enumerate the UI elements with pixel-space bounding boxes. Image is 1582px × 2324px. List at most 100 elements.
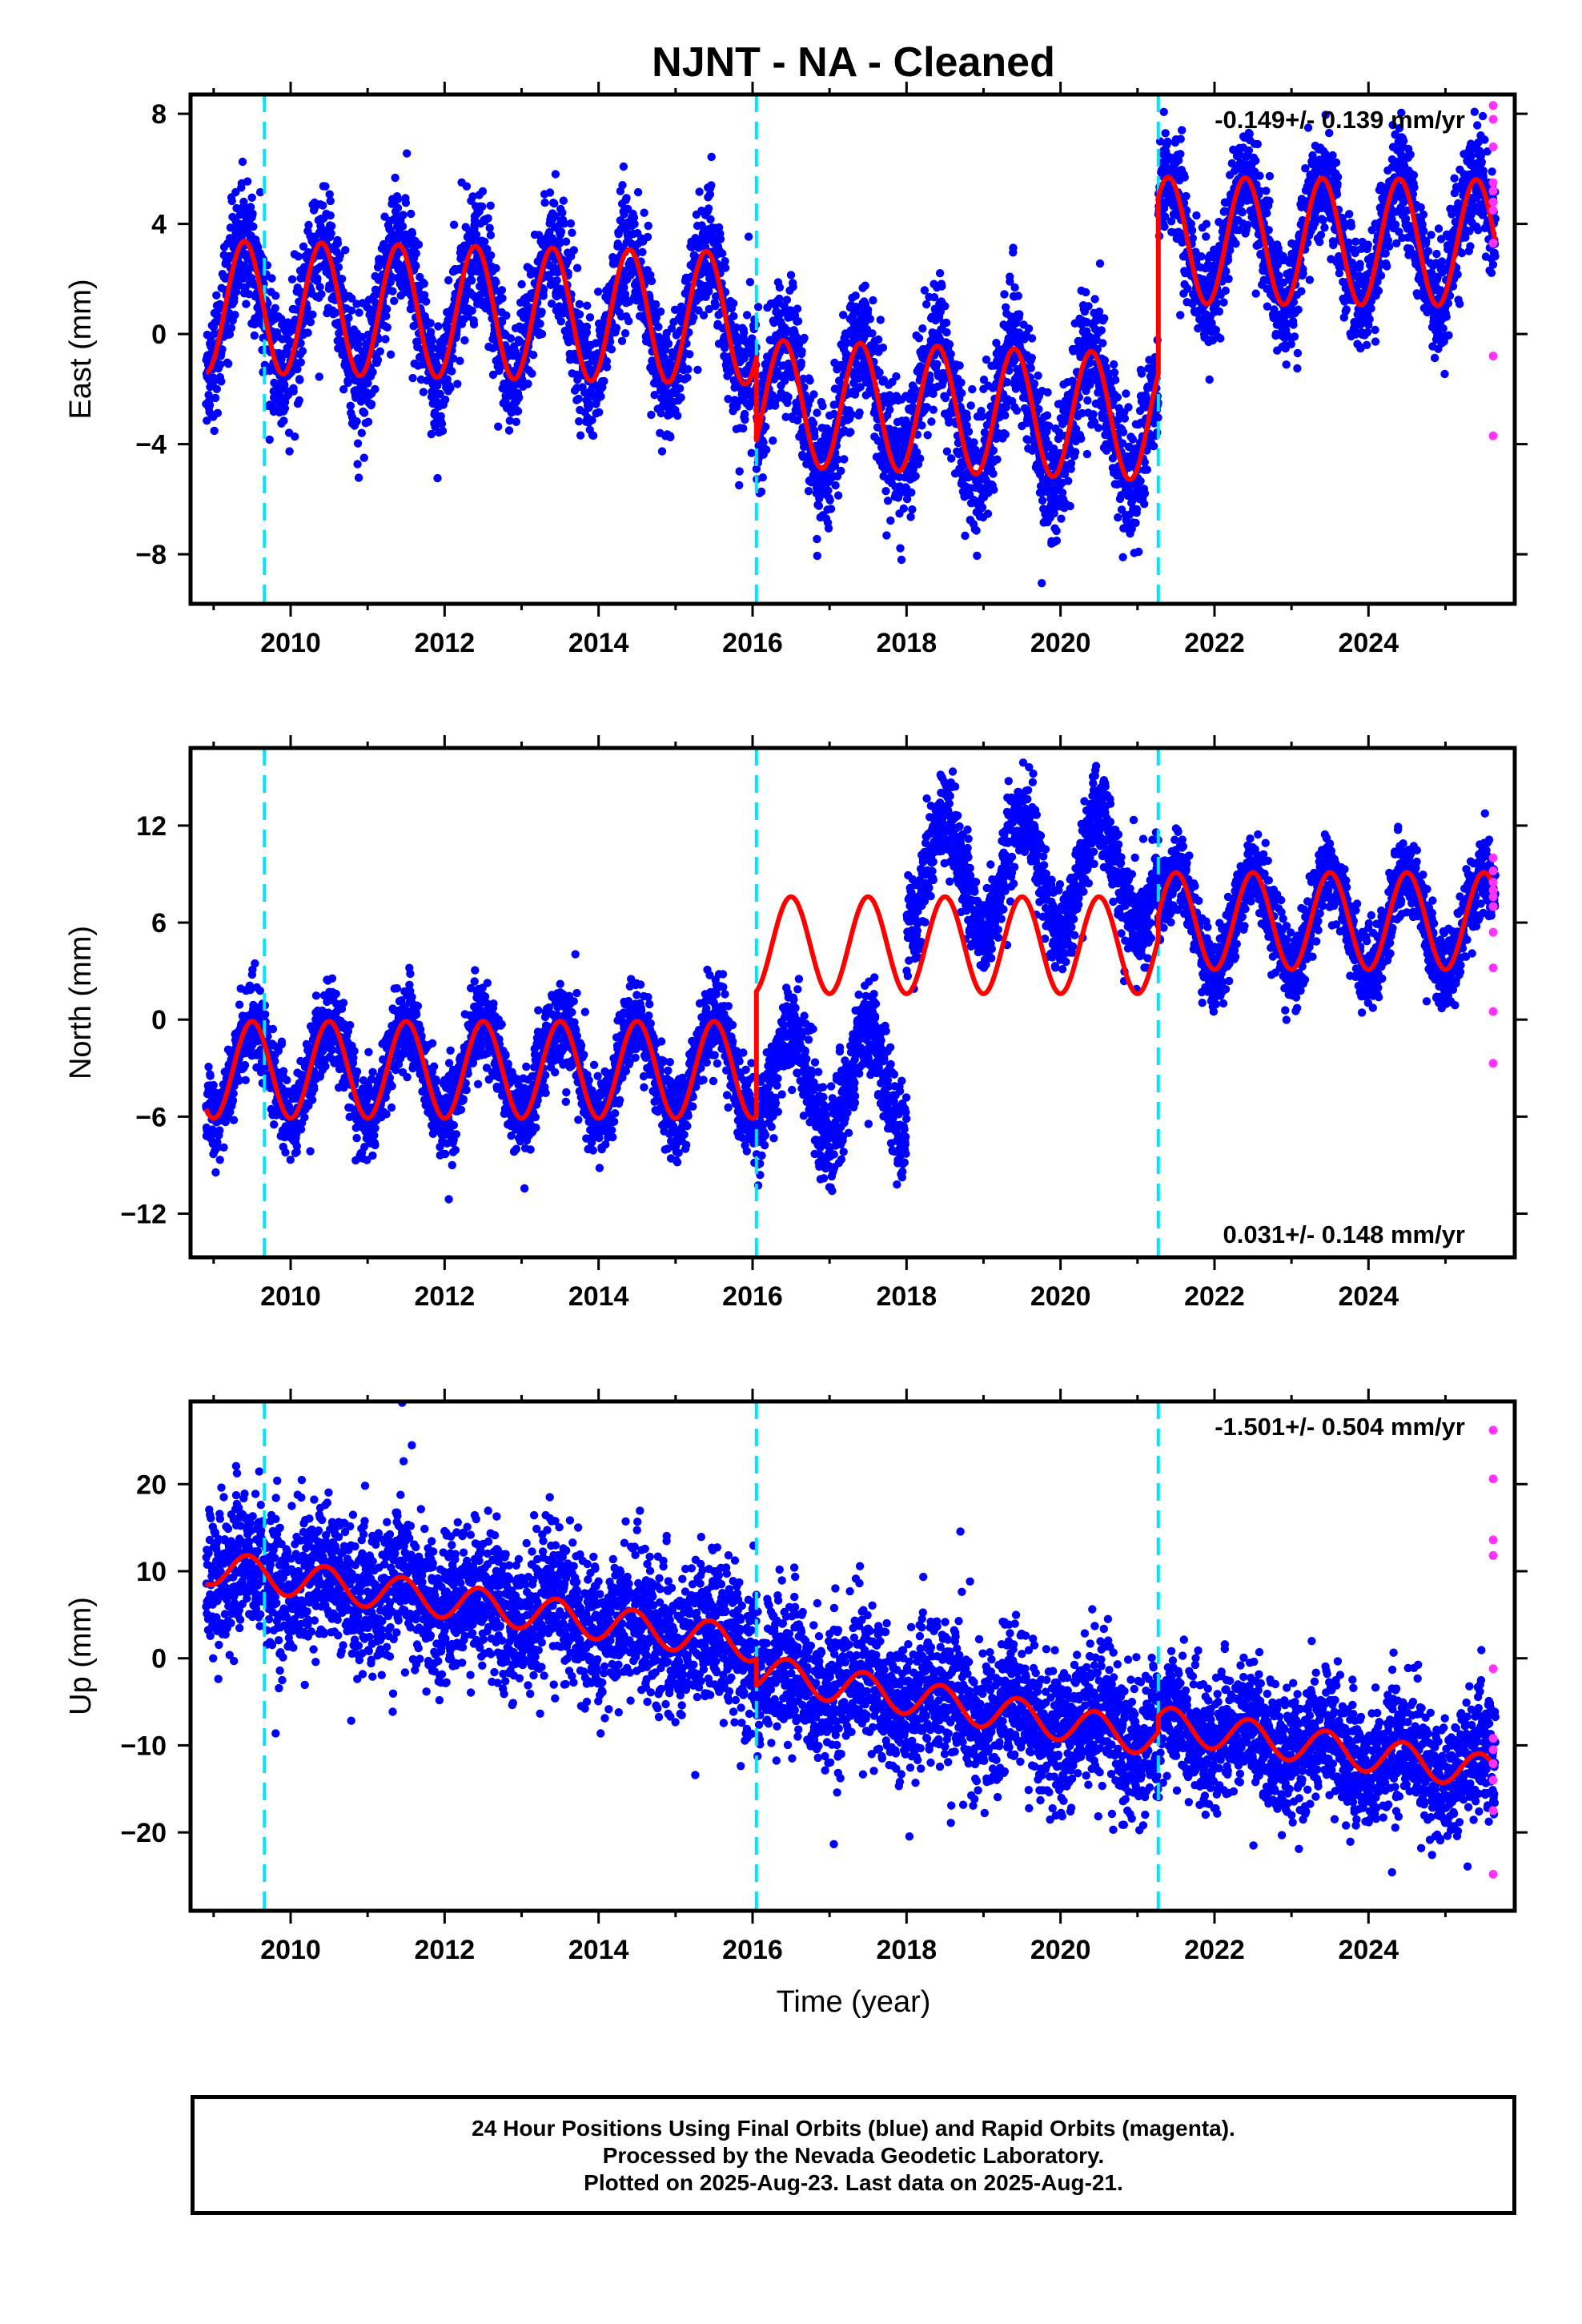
data-point: [296, 339, 305, 348]
data-point: [897, 555, 906, 565]
data-point: [319, 201, 327, 210]
data-point: [643, 232, 652, 242]
east-panel: 2010 2012 2014 2016 2018 2020 2022 2024−8−4048E…: [64, 0, 1528, 658]
data-point: [612, 324, 621, 332]
data-point: [498, 294, 507, 303]
data-point: [280, 404, 290, 413]
data-point: [711, 301, 720, 311]
data-point: [210, 426, 219, 436]
data-point: [617, 336, 627, 345]
data-point: [899, 504, 909, 513]
data-point: [1202, 219, 1211, 228]
data-point: [232, 203, 241, 213]
data-point: [1251, 156, 1260, 165]
data-point: [255, 187, 265, 197]
data-point: [1262, 187, 1271, 195]
data-point: [333, 239, 343, 248]
data-point: [707, 152, 716, 162]
data-point: [524, 380, 532, 388]
data-point: [1110, 360, 1118, 369]
data-point: [231, 311, 239, 320]
data-point: [291, 432, 299, 441]
data-point: [359, 453, 368, 462]
data-point: [1182, 191, 1191, 201]
data-point: [684, 364, 693, 374]
data-point: [1136, 476, 1145, 485]
data-point: [247, 273, 256, 283]
plot-area: [202, 0, 1500, 604]
data-point: [225, 330, 235, 339]
data-point: [434, 322, 443, 331]
data-point: [287, 275, 297, 283]
data-point: [440, 395, 450, 404]
data-point: [761, 422, 770, 432]
data-point: [1265, 171, 1275, 181]
data-point: [487, 251, 496, 259]
data-point: [813, 551, 821, 561]
data-point: [325, 190, 334, 199]
data-point: [1114, 513, 1122, 522]
data-point: [624, 316, 633, 326]
data-point: [978, 503, 987, 512]
data-point: [279, 416, 288, 425]
data-point: [789, 282, 797, 292]
data-point: [250, 331, 259, 340]
data-point: [486, 231, 496, 239]
data-point: [1178, 126, 1186, 135]
data-point: [460, 336, 469, 345]
data-point: [343, 378, 352, 388]
data-point: [1154, 413, 1162, 422]
data-point: [1251, 289, 1260, 298]
data-point: [640, 208, 648, 217]
data-point: [504, 426, 514, 435]
data-point: [721, 263, 730, 272]
data-point: [403, 149, 412, 158]
data-point: [517, 279, 526, 289]
data-point: [247, 193, 256, 202]
data-point: [1161, 129, 1170, 138]
data-point: [303, 328, 312, 337]
data-point: [729, 312, 738, 320]
data-point: [433, 473, 442, 483]
data-point: [1009, 243, 1018, 252]
data-point: [1030, 379, 1039, 388]
data-point: [1042, 411, 1052, 420]
data-point: [941, 302, 950, 311]
data-point: [824, 524, 833, 533]
data-point: [438, 426, 448, 436]
data-point: [537, 329, 547, 339]
data-point: [1137, 369, 1146, 378]
data-point: [622, 194, 631, 203]
data-point: [383, 304, 391, 314]
data-point: [594, 287, 603, 296]
data-point: [352, 417, 361, 426]
data-point: [704, 204, 713, 213]
data-point: [317, 290, 326, 299]
data-point: [205, 400, 215, 410]
data-point: [341, 246, 350, 255]
data-point: [946, 349, 955, 359]
data-point: [1027, 353, 1037, 362]
data-point: [293, 364, 302, 374]
data-point: [1097, 326, 1106, 335]
data-point: [408, 229, 417, 238]
data-point: [225, 254, 235, 263]
data-point: [583, 301, 592, 310]
data-point: [243, 0, 251, 6]
data-point: [656, 307, 665, 316]
data-point: [528, 369, 536, 378]
data-point: [492, 263, 500, 273]
data-point: [739, 424, 748, 433]
data-point: [914, 334, 924, 343]
data-point: [782, 296, 792, 304]
data-point: [552, 276, 561, 285]
data-point: [809, 419, 818, 428]
data-point: [1197, 252, 1206, 261]
data-point: [575, 310, 584, 319]
data-point: [942, 318, 951, 328]
data-point: [602, 363, 612, 372]
data-point: [797, 347, 806, 356]
data-point: [428, 336, 437, 344]
data-point: [1084, 302, 1093, 311]
data-point: [512, 417, 520, 426]
